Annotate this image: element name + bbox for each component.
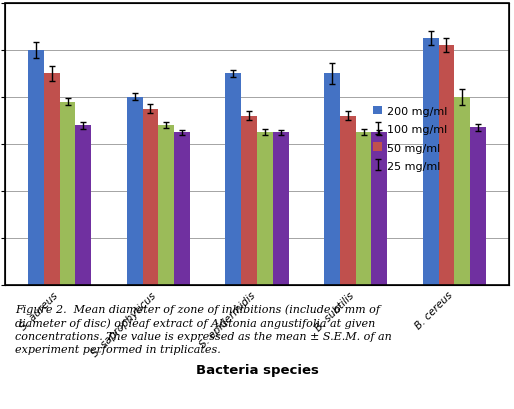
- Bar: [438, 46, 454, 285]
- Bar: [470, 128, 486, 285]
- Bar: [372, 133, 387, 285]
- Bar: [76, 126, 91, 285]
- Text: Figure 2.  Mean diameter of zone of inhibitions (include 6 mm of
diameter of dis: Figure 2. Mean diameter of zone of inhib…: [15, 303, 392, 354]
- Bar: [324, 74, 340, 285]
- Bar: [174, 133, 190, 285]
- Bar: [44, 74, 60, 285]
- Bar: [356, 133, 372, 285]
- Bar: [127, 98, 142, 285]
- Bar: [60, 102, 76, 285]
- Bar: [226, 74, 241, 285]
- Bar: [158, 126, 174, 285]
- Bar: [28, 51, 44, 285]
- Legend: 200 mg/ml, 100 mg/ml, 50 mg/ml, 25 mg/ml: 200 mg/ml, 100 mg/ml, 50 mg/ml, 25 mg/ml: [373, 106, 447, 171]
- Bar: [273, 133, 288, 285]
- Bar: [241, 117, 257, 285]
- Bar: [142, 110, 158, 285]
- Bar: [454, 98, 470, 285]
- Bar: [257, 133, 273, 285]
- Bar: [340, 117, 356, 285]
- Bar: [423, 39, 438, 285]
- X-axis label: Bacteria species: Bacteria species: [195, 363, 319, 376]
